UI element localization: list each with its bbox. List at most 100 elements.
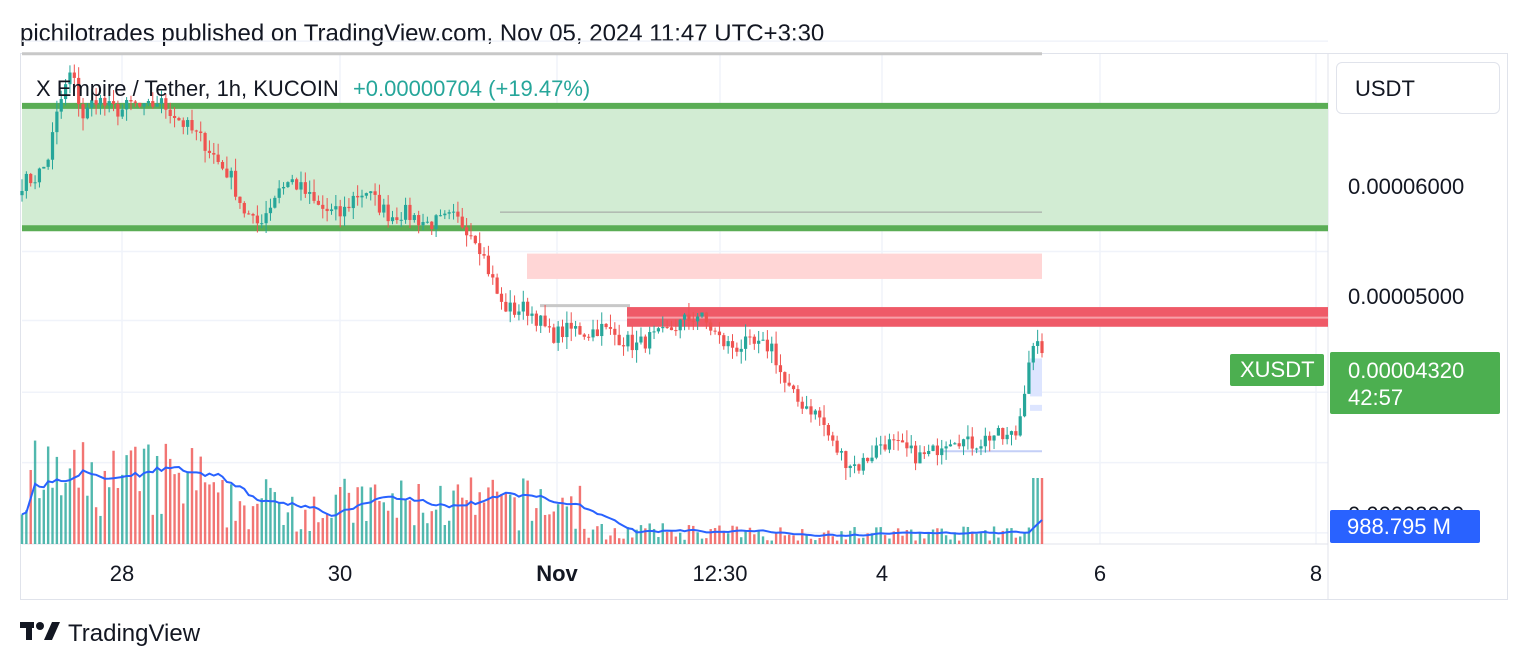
volume-bar	[395, 517, 399, 544]
volume-bar	[988, 540, 991, 544]
candle	[286, 182, 290, 187]
volume-bar	[491, 479, 494, 544]
candle	[517, 311, 521, 315]
candle	[103, 97, 107, 106]
volume-bar	[779, 527, 782, 544]
volume-bar	[805, 534, 808, 544]
volume-bar	[230, 484, 233, 544]
candle	[966, 436, 970, 440]
candle	[674, 330, 678, 332]
candle	[247, 213, 251, 215]
volume-bar	[20, 514, 24, 544]
candle	[29, 173, 33, 184]
volume-bar	[539, 489, 542, 544]
volume-bar	[683, 539, 686, 544]
candle	[848, 465, 852, 469]
volume-bar	[957, 540, 961, 544]
volume-bar	[129, 450, 133, 544]
candle	[399, 219, 403, 221]
candle	[935, 445, 939, 456]
volume-bar	[849, 530, 852, 544]
volume-bar	[107, 487, 111, 544]
tradingview-brand: TradingView	[68, 620, 201, 647]
candle	[591, 329, 595, 338]
volume-bar	[295, 531, 298, 544]
volume-bar	[753, 534, 756, 544]
candle	[826, 424, 831, 436]
candle	[1036, 341, 1040, 346]
red-zone	[527, 253, 1042, 279]
volume-bar	[1036, 478, 1039, 544]
candle	[499, 293, 504, 302]
volume-bar	[469, 477, 473, 544]
volume-bar	[434, 509, 438, 544]
candle	[639, 336, 643, 343]
candle	[20, 190, 24, 196]
volume-bar	[221, 479, 224, 544]
candle	[857, 464, 861, 471]
tradingview-footer[interactable]: TradingView	[20, 620, 200, 649]
candle	[587, 336, 591, 338]
volume-bar	[208, 484, 211, 544]
candle	[887, 439, 892, 450]
volume-bar	[626, 527, 630, 544]
candle	[861, 457, 865, 471]
volume-bar	[421, 512, 425, 544]
candle	[648, 332, 652, 349]
candle	[800, 401, 804, 409]
candle	[913, 445, 918, 464]
volume-bar	[574, 528, 577, 544]
candle	[922, 452, 926, 455]
candle	[1014, 431, 1018, 436]
candle	[626, 334, 630, 347]
volume-bar	[73, 449, 76, 544]
candle	[979, 446, 983, 449]
volume-bar	[299, 529, 303, 544]
volume-bar	[347, 492, 351, 544]
candle	[961, 439, 966, 447]
volume-bar	[325, 514, 329, 544]
volume-bar	[1032, 478, 1035, 544]
volume-bar	[373, 484, 377, 544]
candle	[164, 98, 168, 110]
candle	[421, 221, 425, 226]
volume-bar	[391, 493, 394, 544]
candle	[142, 103, 146, 107]
volume-bar	[264, 479, 268, 544]
volume-bar	[556, 504, 560, 544]
candle	[578, 326, 582, 335]
volume-bar	[77, 487, 80, 544]
volume-bar	[177, 472, 181, 544]
candle	[953, 443, 957, 445]
volume-bar	[1010, 528, 1013, 544]
candle	[757, 340, 761, 344]
volume-bar	[923, 538, 926, 544]
currency-selector[interactable]: USDT	[1336, 62, 1500, 114]
candle	[691, 320, 695, 322]
volume-bar	[722, 530, 725, 544]
candle	[24, 173, 28, 191]
candle	[373, 191, 377, 195]
volume-bar	[1014, 537, 1018, 544]
volume-bar	[731, 525, 734, 544]
candle	[290, 179, 294, 183]
volume-bar	[160, 513, 163, 544]
volume-bar	[356, 487, 359, 544]
candle	[260, 223, 264, 225]
candle	[255, 215, 259, 224]
volume-bar	[587, 537, 590, 544]
candle	[199, 131, 203, 134]
candle	[818, 410, 822, 418]
candle	[1022, 393, 1027, 417]
volume-bar	[365, 520, 368, 544]
candle	[722, 335, 726, 347]
volume-bar	[103, 470, 107, 544]
candle	[329, 209, 334, 212]
candle	[743, 336, 748, 349]
candle	[796, 389, 800, 402]
candle	[447, 212, 451, 214]
volume-bar	[713, 528, 717, 544]
candle	[177, 118, 181, 121]
time-tick-label: Nov	[536, 561, 578, 586]
